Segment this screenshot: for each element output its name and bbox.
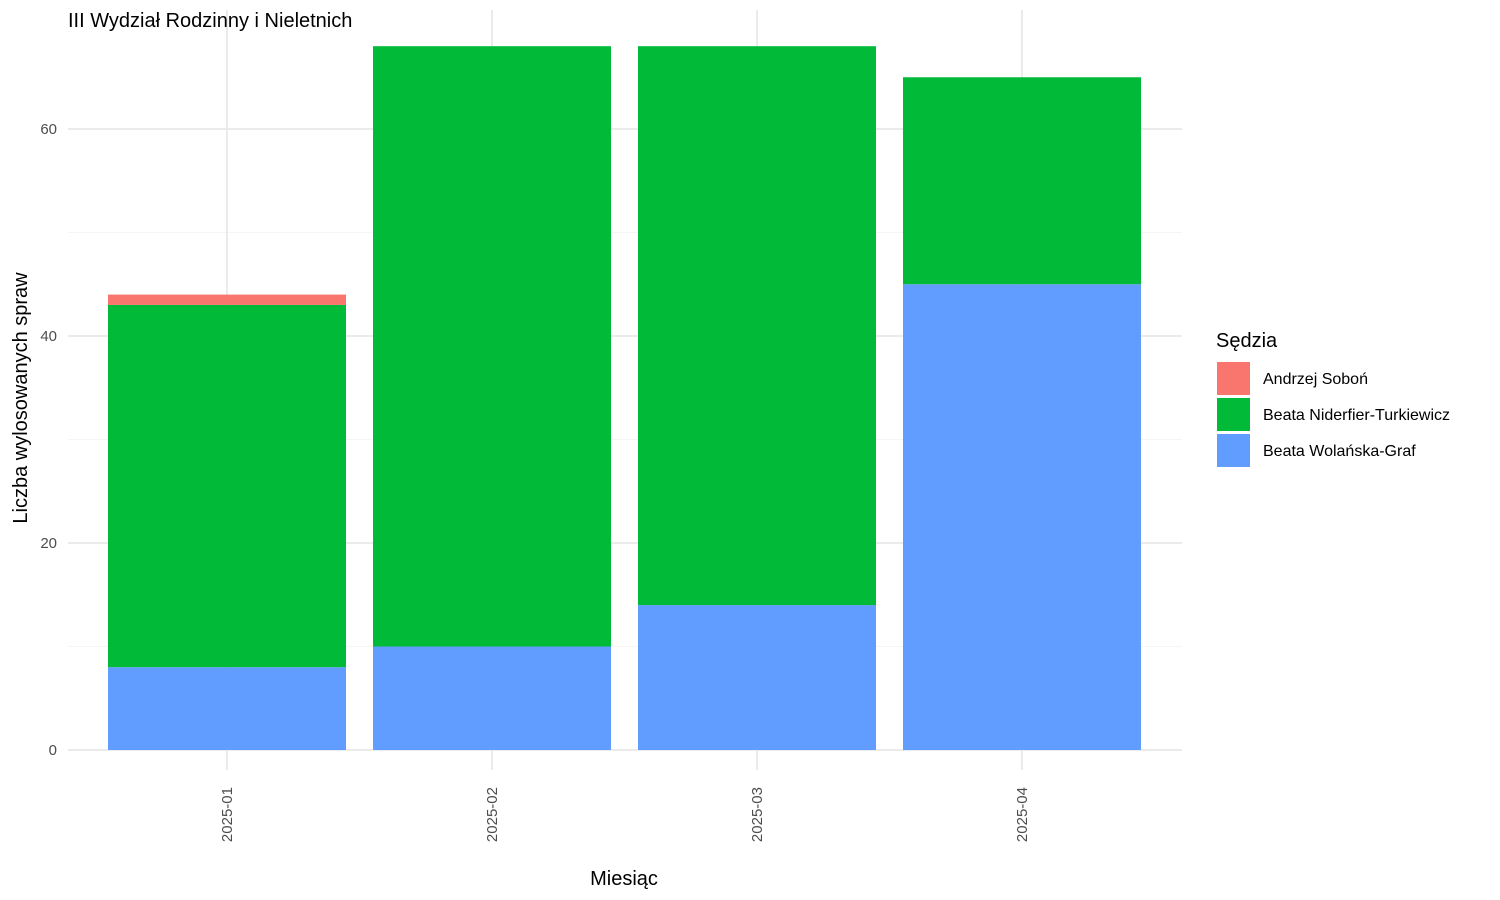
bar-segment-2025-02-s0 [373, 646, 611, 750]
x-axis-title: Miesiąc [590, 868, 658, 890]
legend-label: Beata Wolańska-Graf [1263, 443, 1416, 460]
bar-segment-2025-03-s1 [638, 46, 876, 606]
x-tick-label: 2025-02 [484, 787, 501, 842]
legend-swatch [1217, 434, 1250, 467]
bar-segment-2025-04-s0 [903, 284, 1141, 750]
bar-segment-2025-04-s1 [903, 77, 1141, 285]
x-tick-label: 2025-03 [749, 787, 766, 842]
y-tick-label: 60 [40, 121, 57, 138]
legend-swatch [1217, 398, 1250, 431]
bar-segment-2025-01-s0 [108, 667, 346, 750]
legend-label: Andrzej Soboń [1263, 371, 1368, 388]
chart-title: III Wydział Rodzinny i Nieletnich [68, 10, 352, 32]
x-tick-label: 2025-04 [1014, 787, 1031, 842]
legend: Sędzia Andrzej Soboń Beata Niderfier-Turk… [1216, 330, 1450, 467]
bar-segment-2025-01-s2 [108, 294, 346, 305]
legend-label: Beata Niderfier-Turkiewicz [1263, 407, 1450, 424]
bars-layer [108, 46, 1141, 750]
y-tick-label: 20 [40, 535, 57, 552]
y-tick-label: 0 [49, 742, 57, 759]
y-tick-label: 40 [40, 328, 57, 345]
y-axis-title: Liczba wylosowanych spraw [10, 272, 32, 524]
bar-segment-2025-01-s1 [108, 304, 346, 668]
x-tick-label: 2025-01 [219, 787, 236, 842]
bar-segment-2025-03-s0 [638, 605, 876, 750]
legend-swatch [1217, 362, 1250, 395]
legend-title: Sędzia [1216, 330, 1278, 352]
ticks-layer: 0 20 40 60 2025-01 2025-02 2025-03 2025-04 [40, 121, 1031, 842]
bar-segment-2025-02-s1 [373, 46, 611, 647]
